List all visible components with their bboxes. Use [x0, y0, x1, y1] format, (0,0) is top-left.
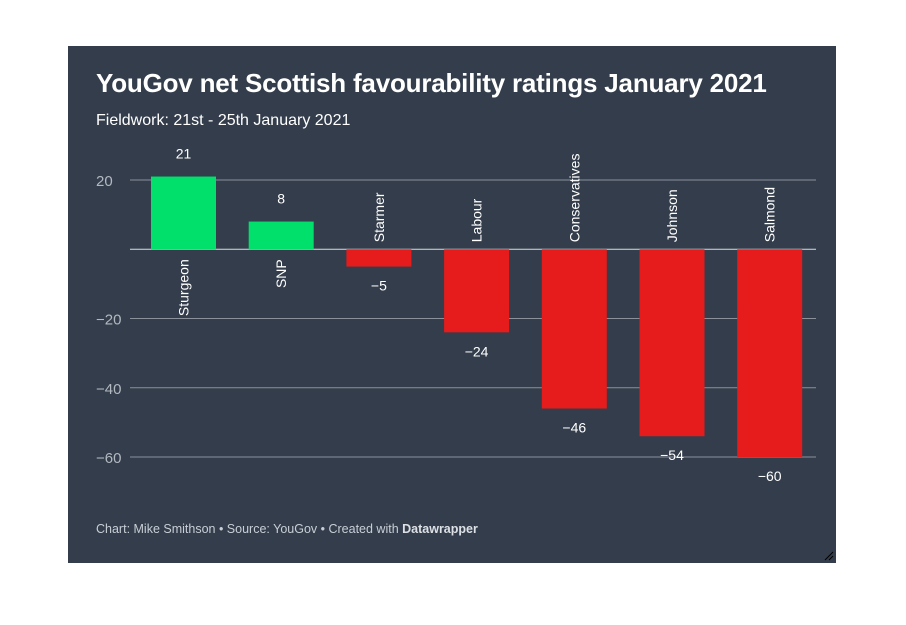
value-label: −54 — [660, 447, 684, 463]
chart-subtitle: Fieldwork: 21st - 25th January 2021 — [96, 112, 351, 129]
chart-card: YouGov net Scottish favourability rating… — [68, 46, 836, 563]
value-label: −5 — [371, 278, 387, 294]
value-label: 21 — [176, 146, 192, 162]
value-label: −24 — [465, 343, 489, 359]
bar — [639, 249, 705, 437]
footer-credits: Chart: Mike Smithson • Source: YouGov • … — [96, 522, 403, 536]
bar — [248, 221, 314, 250]
value-label: −46 — [562, 420, 586, 436]
chart-footer: Chart: Mike Smithson • Source: YouGov • … — [96, 522, 478, 536]
bar — [541, 249, 607, 409]
category-label: Labour — [469, 198, 485, 242]
category-label: Sturgeon — [176, 259, 192, 316]
bar — [151, 176, 216, 250]
y-tick-label: −20 — [96, 312, 121, 329]
value-label: 8 — [277, 191, 285, 207]
category-label: Salmond — [762, 187, 778, 242]
bar-chart: 20 −20 −40 −60 21 Sturgeon 8 SNP −5 Starmer −24 Lab… — [96, 146, 816, 484]
bar — [737, 249, 803, 457]
y-tick-label: −40 — [96, 381, 121, 398]
footer-brand: Datawrapper — [402, 522, 478, 536]
category-label: Johnson — [664, 189, 680, 242]
chart-title: YouGov net Scottish favourability rating… — [96, 68, 767, 98]
bar — [444, 249, 510, 333]
category-label: Conservatives — [566, 154, 582, 243]
value-label: −60 — [758, 468, 782, 484]
y-tick-label: 20 — [96, 173, 113, 190]
category-label: SNP — [273, 259, 289, 288]
bar — [346, 249, 412, 267]
y-tick-label: −60 — [96, 450, 121, 467]
category-label: Starmer — [371, 192, 387, 242]
resize-handle-icon — [824, 551, 834, 561]
